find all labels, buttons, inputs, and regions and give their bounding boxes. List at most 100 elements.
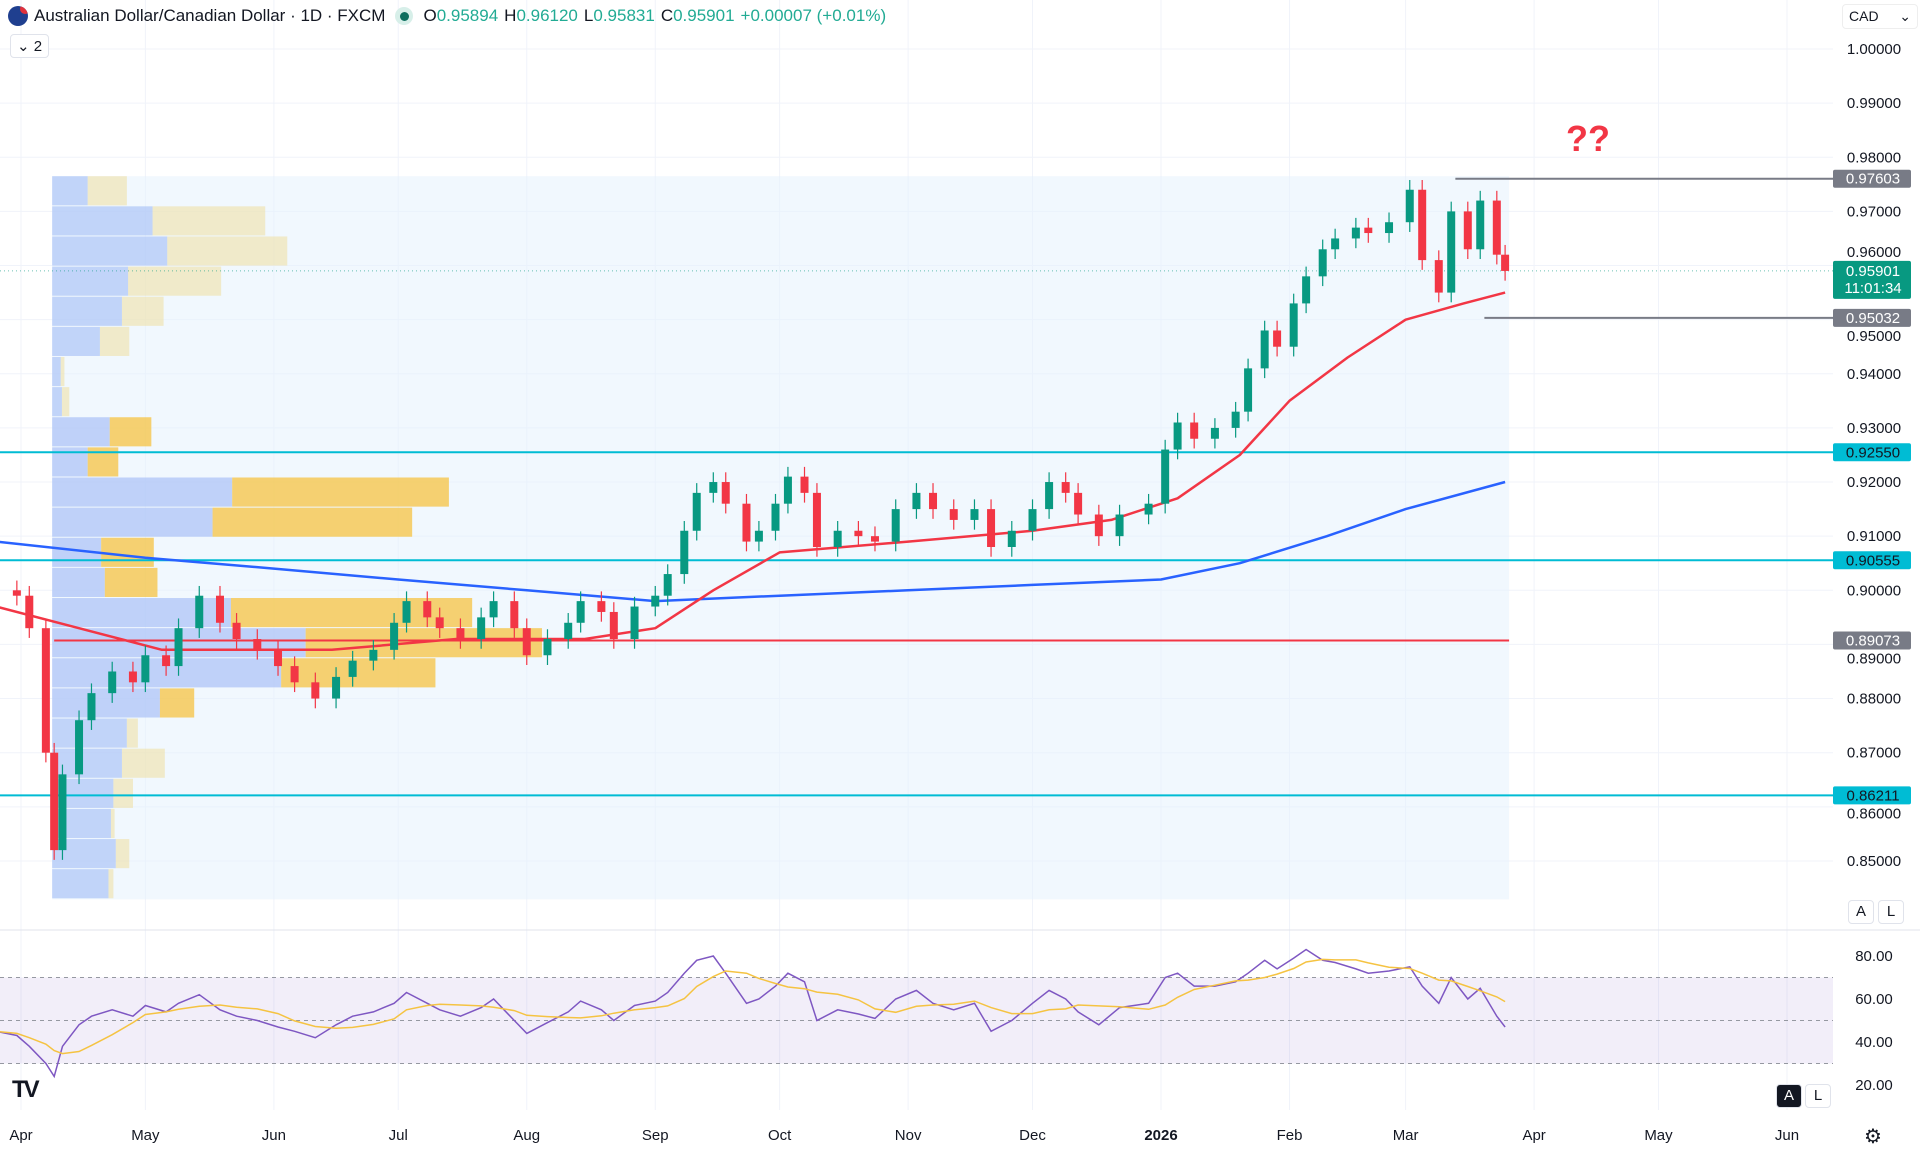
candle-up [680,530,689,575]
price-tick-label: 0.91000 [1847,528,1901,545]
volume-profile-up-bar [52,748,122,778]
level-price-label: 0.90555 [1846,552,1900,569]
auto-scale-button[interactable]: A [1848,900,1874,924]
time-tick-label: Mar [1393,1127,1419,1144]
volume-profile [52,176,1510,900]
settings-gear-icon[interactable]: ⚙ [1864,1126,1882,1148]
candle-up [543,639,552,656]
volume-profile-up-bar [52,869,109,899]
candle-up [75,720,84,775]
time-tick-label: 2026 [1144,1127,1177,1144]
candle-up [771,503,780,531]
volume-profile-down-bar [128,266,222,296]
candle-down [1273,330,1282,347]
candle-down [812,492,821,547]
candle-up [754,530,763,542]
volume-profile-up-bar [52,688,160,718]
time-axis[interactable]: Apr May Jun Jul Aug Sep Oct Nov Dec 2026 Feb Mar Apr… [9,1127,1799,1144]
time-tick-label: Sep [642,1127,669,1144]
ohlc-open: O0.95894 [423,6,499,25]
candle-down [870,536,879,542]
volume-profile-down-bar [60,356,65,387]
time-tick-label: Jun [262,1127,286,1144]
candle-down [253,639,262,650]
volume-profile-up-bar [52,356,61,387]
candle-up [1144,503,1153,515]
volume-profile-down-bar [212,507,413,537]
log-scale-button[interactable]: L [1878,900,1904,924]
level-price-label-bg [1833,443,1911,462]
candle-up [576,601,585,623]
volume-profile-down-bar [121,296,164,326]
volume-profile-up-bar [52,507,213,537]
candle-down [1501,254,1510,271]
candle-down [949,509,958,520]
level-price-label-bg [1833,169,1911,188]
volume-profile-up-bar [52,176,88,206]
volume-profile-up-bar [52,417,110,447]
candle-down [41,628,50,753]
ohlc-change: +0.00007 (+0.01%) [740,6,887,25]
ohlc-close: C0.95901 [660,6,735,25]
price-tick-label: 0.87000 [1847,745,1901,762]
candle-up [1115,514,1124,537]
tradingview-logo: TV [12,1076,40,1103]
price-axis[interactable]: 1.00000 0.99000 0.98000 0.97000 0.96000 0.950… [1833,41,1911,1094]
candle-up [564,622,573,640]
time-tick-label: Feb [1277,1127,1303,1144]
symbol-header: Australian Dollar/Canadian Dollar · 1D ·… [8,6,886,26]
last-price-label: 0.95901 [1846,263,1900,280]
price-tick-label: 0.98000 [1847,149,1901,166]
candle-down [12,590,21,596]
time-tick-label: Dec [1019,1127,1046,1144]
candle-up [348,660,357,677]
candle-up [1045,482,1054,510]
candle-up [1476,200,1485,250]
candle-down [609,611,618,640]
candle-up [108,671,117,694]
price-tick-label: 0.96000 [1847,244,1901,261]
rsi-auto-scale-button[interactable]: A [1776,1084,1802,1108]
volume-profile-down-bar [110,808,115,839]
level-price-label: 0.97603 [1846,171,1900,188]
volume-profile-up-bar [52,477,233,507]
volume-profile-down-bar [167,236,288,266]
candle-down [597,601,606,612]
indicators-collapse-button[interactable]: ⌄ 2 [10,34,50,58]
candle-down [1190,422,1199,439]
candle-up [369,649,378,661]
candle-down [25,595,34,629]
rsi-line [0,948,1506,1079]
volume-profile-area [52,176,1510,900]
ohlc-low: L0.95831 [583,6,655,25]
symbol-title[interactable]: Australian Dollar/Canadian Dollar · 1D ·… [34,6,386,25]
candle-up [1007,530,1016,547]
volume-profile-up-bar [52,598,231,628]
candle-up [1289,303,1298,347]
volume-profile-up-bar [52,567,105,598]
candle-up [912,492,921,510]
candle-up [970,509,979,520]
volume-profile-down-bar [87,176,127,206]
rsi-log-scale-button[interactable]: L [1805,1084,1831,1108]
time-tick-label: Nov [895,1127,922,1144]
candle-up [402,601,411,623]
candle-up [692,492,701,531]
currency-selector[interactable]: CAD ⌄ [1842,4,1918,29]
candle-up [1231,411,1240,428]
candle-down [274,649,283,667]
candle-down [929,492,938,510]
candle-down [987,509,996,547]
volume-profile-down-bar [230,598,473,628]
volume-profile-down-bar [108,869,114,899]
candle-up [1318,249,1327,277]
price-tick-label: 0.95000 [1847,328,1901,345]
level-price-label-bg [1833,631,1911,650]
price-tick-label: 0.89000 [1847,650,1901,667]
candle-up [58,774,67,851]
candle-down [1434,260,1443,293]
volume-profile-up-bar [52,266,129,296]
volume-profile-up-bar [52,326,100,356]
price-tick-label: 0.90000 [1847,582,1901,599]
